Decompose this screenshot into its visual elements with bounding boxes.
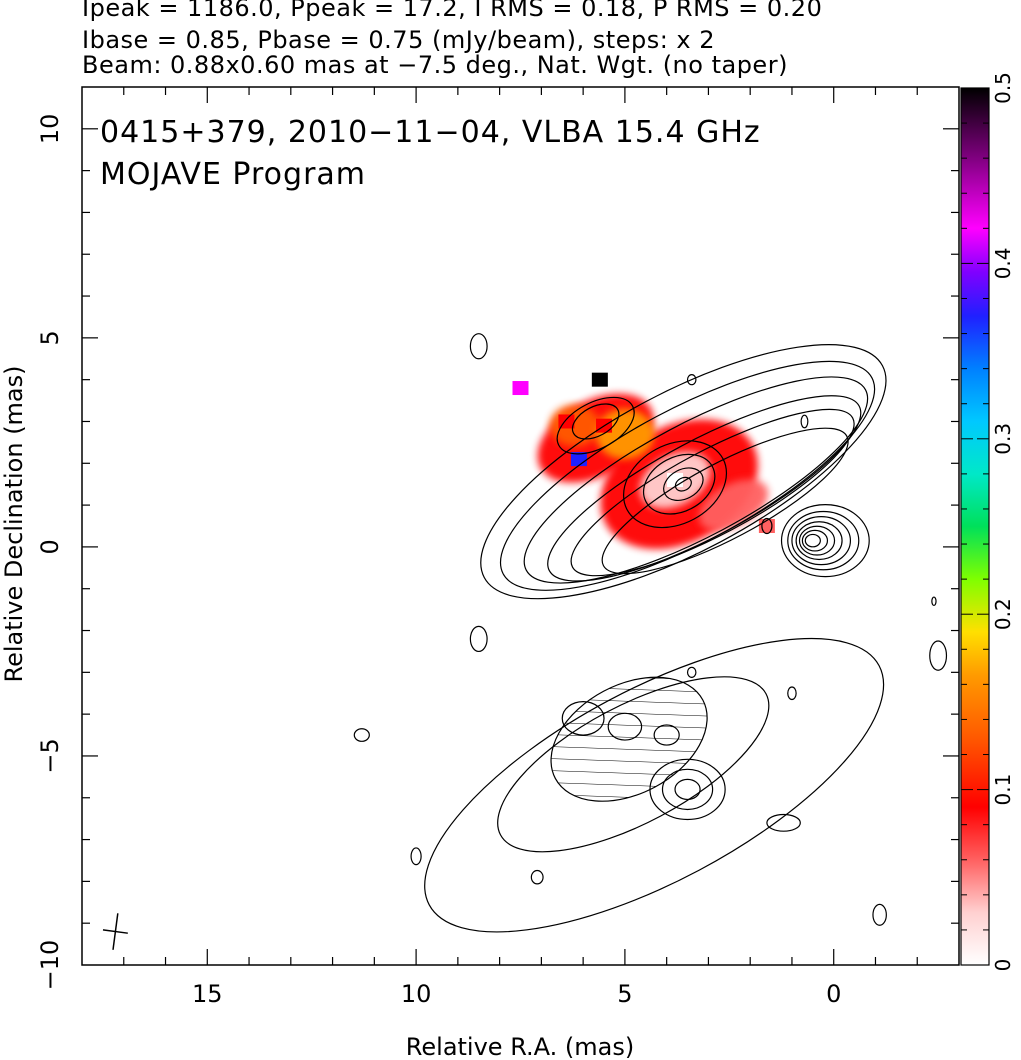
knot-contour	[674, 476, 692, 492]
core-contour	[804, 533, 821, 548]
colorbar-frame	[960, 87, 990, 966]
y-axis-title: Relative Declination (mas)	[0, 365, 28, 682]
colorbar-label: 0.1	[991, 774, 1015, 806]
contour	[530, 869, 544, 885]
contour	[686, 666, 697, 678]
x-tick-label: 5	[617, 980, 632, 1008]
y-tick-label: 5	[36, 330, 64, 345]
x-tick-label: 10	[401, 980, 432, 1008]
contour	[931, 596, 937, 607]
contour	[469, 625, 488, 653]
header-line-1: Ipeak = 1186.0, Ppeak = 17.2, I RMS = 0.…	[82, 0, 823, 22]
plot-frame	[81, 86, 960, 966]
beam-minor-axis	[102, 929, 128, 934]
y-tick-label: −5	[36, 738, 64, 773]
contour	[761, 517, 773, 535]
chart-title: 0415+379, 2010−11−04, VLBA 15.4 GHz	[100, 115, 761, 150]
contour	[929, 640, 948, 671]
knot-contour	[622, 440, 728, 529]
lower-knot-contour	[607, 712, 643, 741]
contour	[800, 414, 809, 429]
y-tick-label: 0	[36, 539, 64, 554]
lower-knot-contour	[674, 778, 701, 801]
core-contour	[801, 529, 829, 552]
lower-knot-contour	[653, 724, 680, 746]
contour	[523, 376, 869, 584]
contour	[872, 903, 887, 926]
core-contour	[791, 516, 852, 566]
contour	[601, 427, 849, 575]
colorbar-label: 0.2	[991, 598, 1015, 630]
colorbar-label: 0.3	[991, 423, 1015, 455]
contour	[480, 344, 887, 600]
lower-knot-contour	[561, 700, 605, 736]
y-tick-label: −10	[36, 940, 64, 991]
contour	[353, 728, 370, 742]
knot-contour	[556, 396, 635, 455]
x-axis-title: Relative R.A. (mas)	[406, 1033, 634, 1060]
beam-cross	[102, 913, 128, 950]
colorbar-ticks: 0 0.1 0.2 0.3 0.4 0.5	[961, 72, 1015, 971]
colorbar-label: 0.4	[991, 247, 1015, 279]
polarization-pixel	[512, 381, 529, 396]
core-contour	[795, 521, 843, 561]
core-contour	[780, 504, 870, 578]
lower-knot-contour	[649, 758, 726, 821]
polarization-layer	[512, 372, 775, 550]
contour	[547, 395, 862, 582]
colorbar-label: 0.5	[991, 72, 1015, 104]
beam	[102, 913, 128, 950]
colorbar-label: 0	[991, 959, 1015, 972]
header-line-2: Ibase = 0.85, Pbase = 0.75 (mJy/beam), s…	[82, 26, 716, 54]
x-tick-label: 15	[192, 980, 223, 1008]
contour	[787, 686, 797, 701]
core-contour	[787, 510, 860, 571]
lower-knot-contour	[661, 768, 714, 811]
x-tick-label: 0	[826, 980, 841, 1008]
chart-subtitle: MOJAVE Program	[100, 157, 366, 192]
core-contour	[798, 525, 836, 556]
knot-contour	[643, 453, 716, 515]
contour	[469, 333, 488, 360]
contour-layer	[353, 333, 948, 933]
knot-contour	[571, 403, 620, 440]
knot-contour	[663, 467, 704, 502]
contour	[766, 813, 801, 832]
header-line-3: Beam: 0.88x0.60 mas at −7.5 deg., Nat. W…	[82, 51, 788, 79]
colorbar-fill	[961, 88, 989, 965]
axis-ticks: 15 10 5 0 10 5 0 −5 −10	[36, 87, 959, 1008]
contour	[570, 408, 855, 577]
contour	[410, 847, 422, 866]
polarization-pixel	[591, 372, 608, 387]
y-tick-label: 10	[36, 114, 64, 145]
contour	[686, 374, 697, 386]
